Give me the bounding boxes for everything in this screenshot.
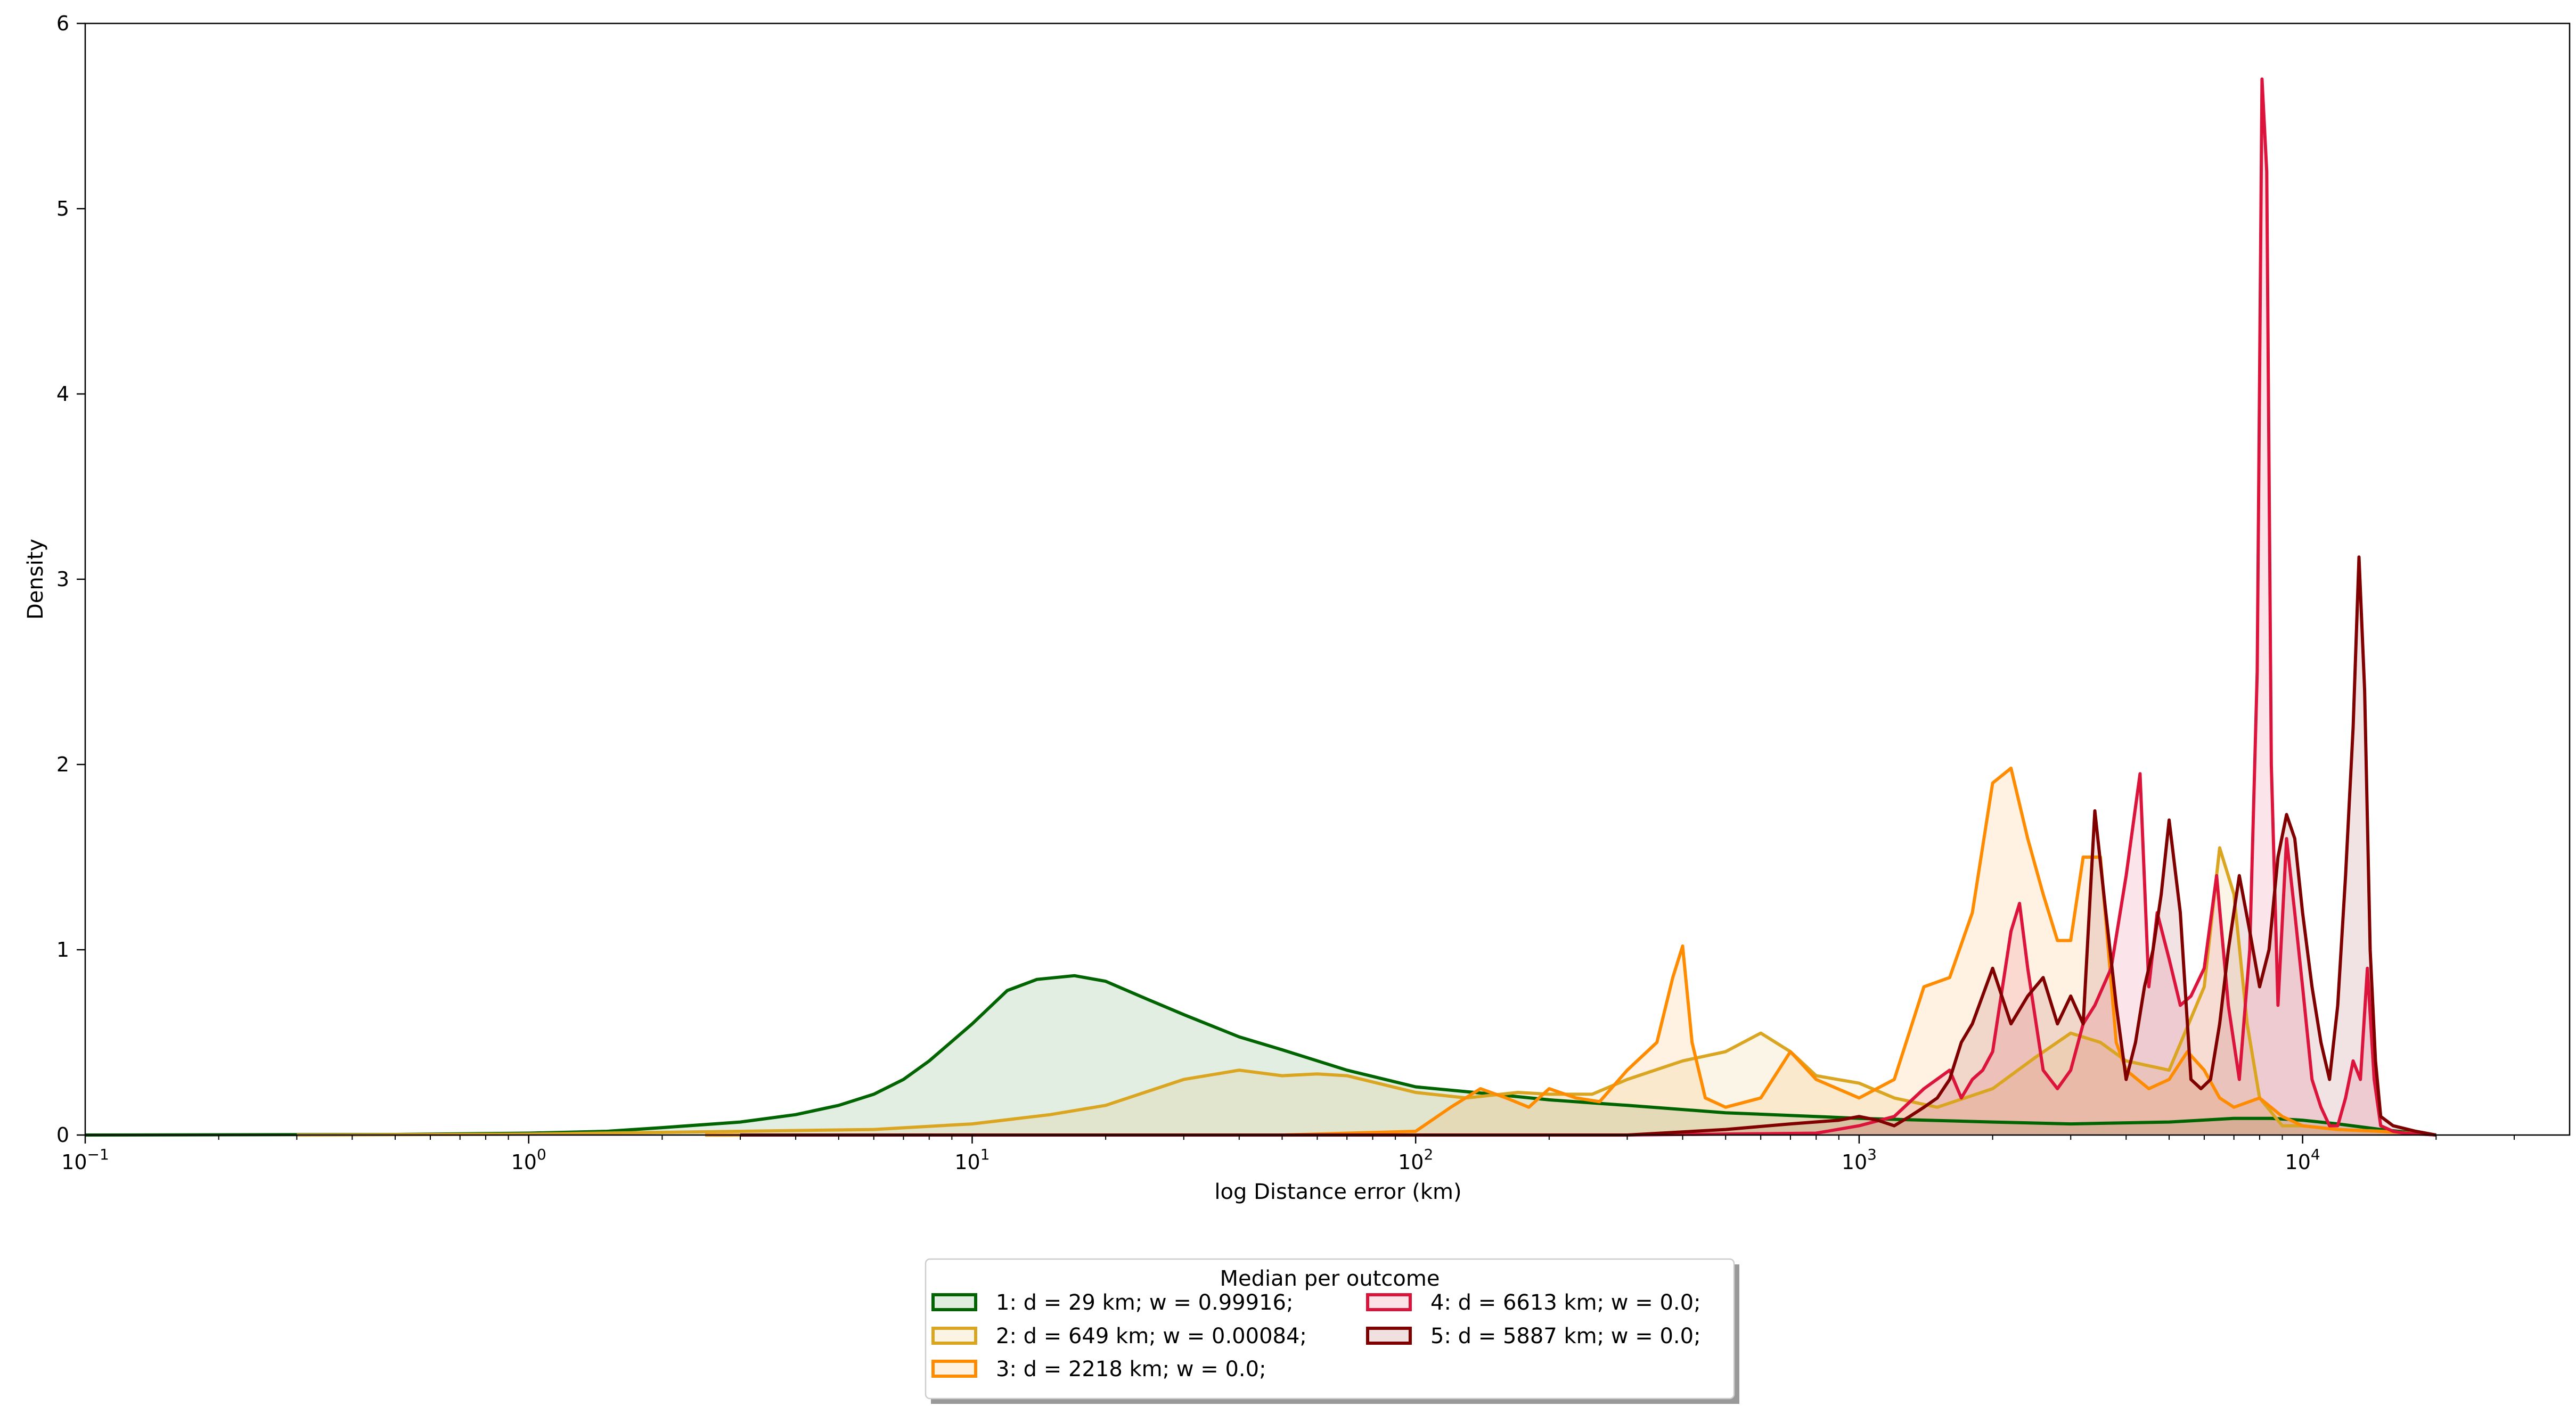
legend-entry-5: 5: d = 5887 km; w = 0.0; bbox=[1430, 1324, 1701, 1349]
y-tick-label: 6 bbox=[56, 12, 69, 35]
legend-entry-3: 3: d = 2218 km; w = 0.0; bbox=[996, 1357, 1266, 1382]
series-3-line bbox=[705, 767, 2436, 1137]
legend-entry-4: 4: d = 6613 km; w = 0.0; bbox=[1430, 1290, 1701, 1315]
series-4-line bbox=[1627, 77, 2436, 1137]
y-tick-label: 5 bbox=[56, 197, 69, 220]
series-5-area bbox=[740, 557, 2436, 1135]
x-tick-label: 102 bbox=[1398, 1146, 1433, 1174]
series-2-line bbox=[297, 846, 2436, 1137]
legend-box bbox=[925, 1258, 1735, 1400]
series-areas bbox=[85, 79, 2436, 1135]
legend: Median per outcome 1: d = 29 km; w = 0.9… bbox=[925, 1258, 1739, 1404]
series-2-area bbox=[297, 848, 2436, 1135]
legend-entries: 1: d = 29 km; w = 0.99916; 2: d = 649 km;… bbox=[931, 1290, 1701, 1382]
series-3-area bbox=[705, 768, 2436, 1135]
x-tick-label: 10−1 bbox=[61, 1146, 109, 1174]
x-tick-label: 101 bbox=[954, 1146, 989, 1174]
legend-swatch-4 bbox=[1366, 1293, 1412, 1311]
x-axis-label: log Distance error (km) bbox=[1214, 1180, 1461, 1204]
series-1-line bbox=[85, 974, 2436, 1137]
x-tick-label: 100 bbox=[511, 1146, 546, 1174]
x-axis: 10−1 100 101 102 103 104 bbox=[61, 1135, 2515, 1174]
series-1-area bbox=[85, 975, 2436, 1135]
plot-frame bbox=[84, 22, 2571, 1136]
y-axis: 0 1 2 3 4 5 6 bbox=[56, 12, 85, 1147]
x-tick-label: 104 bbox=[2285, 1146, 2320, 1174]
y-axis-label: Density bbox=[23, 539, 48, 620]
y-tick-label: 4 bbox=[56, 382, 69, 406]
legend-title: Median per outcome bbox=[1220, 1267, 1440, 1291]
y-tick-label: 2 bbox=[56, 753, 69, 776]
x-tick-label: 103 bbox=[1842, 1146, 1877, 1174]
y-tick-label: 3 bbox=[56, 568, 69, 591]
legend-entry-1: 1: d = 29 km; w = 0.99916; bbox=[996, 1290, 1293, 1315]
legend-swatch-3 bbox=[931, 1360, 977, 1378]
legend-entry-2: 2: d = 649 km; w = 0.00084; bbox=[996, 1324, 1307, 1349]
series-5-line bbox=[740, 555, 2436, 1137]
y-tick-label: 1 bbox=[56, 938, 69, 961]
legend-swatch-2 bbox=[931, 1327, 977, 1345]
legend-swatch-5 bbox=[1366, 1327, 1412, 1345]
series-lines bbox=[85, 77, 2436, 1137]
legend-swatch-1 bbox=[931, 1293, 977, 1311]
y-tick-label: 0 bbox=[56, 1123, 69, 1147]
